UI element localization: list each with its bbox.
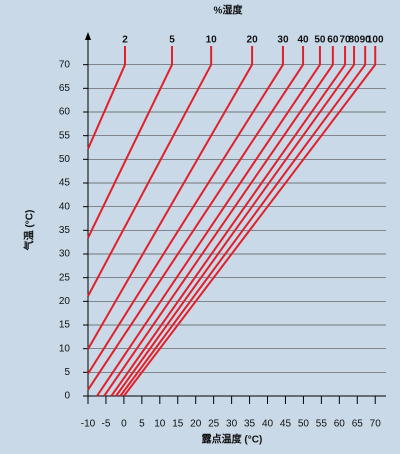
series-line	[87, 64, 213, 297]
x-tick-label: 5	[139, 419, 145, 430]
series-line	[119, 64, 366, 397]
x-tick-label: -5	[101, 419, 110, 430]
series-label: 30	[277, 35, 289, 46]
y-tick-label: 70	[59, 59, 71, 70]
x-tick-label: 60	[334, 419, 346, 430]
series-line	[115, 64, 355, 397]
series-line	[87, 64, 253, 350]
y-tick-label: 35	[59, 225, 71, 236]
x-tick-label: 25	[208, 419, 220, 430]
x-tick-label: 35	[244, 419, 256, 430]
series-label: 90	[360, 35, 372, 46]
series-label: 100	[367, 35, 384, 46]
x-tick-label: 10	[154, 419, 166, 430]
series-line	[103, 64, 334, 397]
series-line	[87, 64, 284, 375]
series-label: 50	[314, 35, 326, 46]
y-tick-label: 55	[59, 130, 71, 141]
y-tick-label: 0	[64, 391, 70, 402]
series-line	[110, 64, 346, 397]
y-tick-label: 20	[59, 296, 71, 307]
chart-title: %湿度	[214, 4, 244, 17]
x-axis-label: 露点温度 (°C)	[202, 433, 263, 446]
series-label: 70	[340, 35, 352, 46]
series-label: 20	[247, 35, 259, 46]
series-label: 5	[169, 35, 175, 46]
y-tick-label: 25	[59, 272, 71, 283]
series-label: 80	[348, 35, 360, 46]
series-label: 60	[327, 35, 339, 46]
series-line	[87, 64, 173, 239]
x-tick-label: 50	[298, 419, 310, 430]
y-axis-label: 气温 (°C)	[23, 210, 36, 252]
x-tick-label: 0	[121, 419, 127, 430]
x-tick-label: 20	[190, 419, 202, 430]
y-tick-label: 5	[64, 367, 70, 378]
y-tick-label: 15	[59, 320, 71, 331]
x-tick-label: -10	[81, 419, 96, 430]
x-tick-label: 30	[226, 419, 238, 430]
x-tick-label: 55	[316, 419, 328, 430]
series-line	[96, 64, 321, 397]
x-tick-label: 45	[280, 419, 292, 430]
series-label: 40	[298, 35, 310, 46]
series-line	[123, 64, 377, 397]
y-axis-arrow	[85, 32, 91, 40]
series-line	[87, 64, 304, 391]
series-label: 10	[206, 35, 218, 46]
y-tick-label: 50	[59, 154, 71, 165]
x-tick-label: 70	[370, 419, 382, 430]
x-tick-label: 15	[172, 419, 184, 430]
y-tick-label: 40	[59, 201, 71, 212]
x-tick-label: 40	[262, 419, 274, 430]
y-tick-label: 30	[59, 249, 71, 260]
series-line	[87, 64, 126, 150]
series-label: 2	[122, 35, 128, 46]
y-tick-label: 10	[59, 343, 71, 354]
y-tick-label: 65	[59, 83, 71, 94]
x-tick-label: 65	[352, 419, 364, 430]
y-tick-label: 60	[59, 107, 71, 118]
y-tick-label: 45	[59, 178, 71, 189]
